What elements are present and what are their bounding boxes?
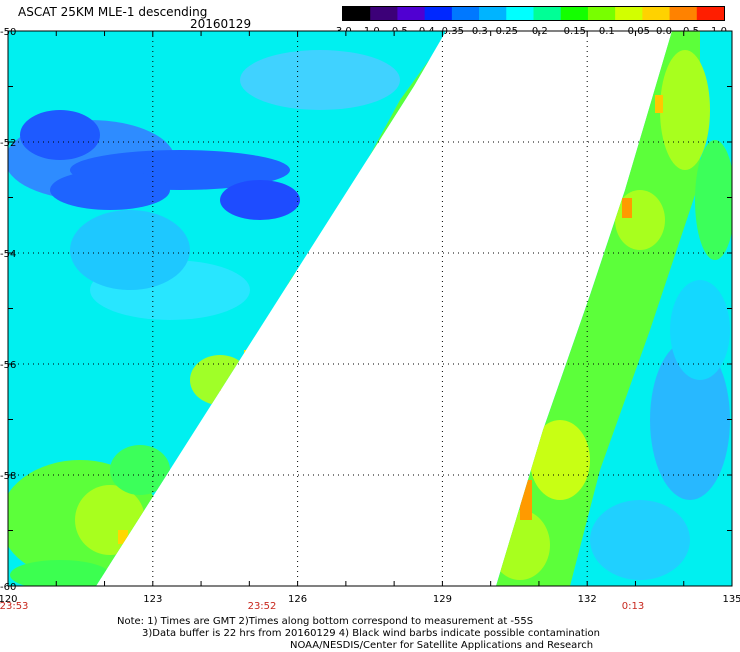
note-line-3: NOAA/NESDIS/Center for Satellite Applica… bbox=[290, 640, 594, 651]
colorbar-swatch bbox=[587, 7, 616, 20]
colorbar-swatch bbox=[451, 7, 480, 20]
lon-label: 126 bbox=[288, 594, 307, 605]
note-line-2: 3)Data buffer is 22 hrs from 20160129 4)… bbox=[142, 628, 600, 639]
map-date: 20160129 bbox=[190, 17, 252, 31]
colorbar bbox=[342, 6, 725, 21]
time-label: 23:52 bbox=[248, 601, 277, 612]
lat-label: -60 bbox=[0, 582, 16, 593]
lon-label: 120 bbox=[0, 594, 18, 605]
lon-label: 135 bbox=[722, 594, 740, 605]
grid-lines bbox=[8, 31, 732, 586]
lat-label: -50 bbox=[0, 27, 16, 38]
colorbar-swatch bbox=[397, 7, 426, 20]
colorbar-swatches bbox=[343, 7, 724, 20]
axis-ticks bbox=[7, 30, 733, 587]
colorbar-swatch bbox=[669, 7, 698, 20]
colorbar-swatch bbox=[506, 7, 534, 20]
time-label: 0:13 bbox=[622, 601, 644, 612]
colorbar-swatch bbox=[696, 7, 724, 20]
note-line-1: Note: 1) Times are GMT 2)Times along bot… bbox=[117, 616, 534, 627]
lon-label: 129 bbox=[433, 594, 452, 605]
colorbar-swatch bbox=[560, 7, 589, 20]
lat-label: -52 bbox=[0, 138, 16, 149]
footnotes: Note: 1) Times are GMT 2)Times along bot… bbox=[0, 616, 740, 652]
lat-label: -56 bbox=[0, 360, 16, 371]
data-swaths bbox=[8, 31, 732, 586]
map-title: ASCAT 25KM MLE-1 descending bbox=[18, 5, 208, 19]
lat-label: -58 bbox=[0, 471, 16, 482]
colorbar-swatch bbox=[642, 7, 671, 20]
lon-label: 123 bbox=[143, 594, 162, 605]
lon-label: 132 bbox=[578, 594, 597, 605]
lat-label: -54 bbox=[0, 249, 16, 260]
colorbar-swatch bbox=[615, 7, 643, 20]
colorbar-swatch bbox=[343, 7, 371, 20]
time-label: 23:53 bbox=[0, 601, 28, 612]
swath-east bbox=[496, 31, 732, 586]
swath-west bbox=[8, 31, 446, 586]
colorbar-swatch bbox=[424, 7, 453, 20]
colorbar-swatch bbox=[370, 7, 398, 20]
colorbar-swatch bbox=[533, 7, 562, 20]
colorbar-swatch bbox=[479, 7, 507, 20]
